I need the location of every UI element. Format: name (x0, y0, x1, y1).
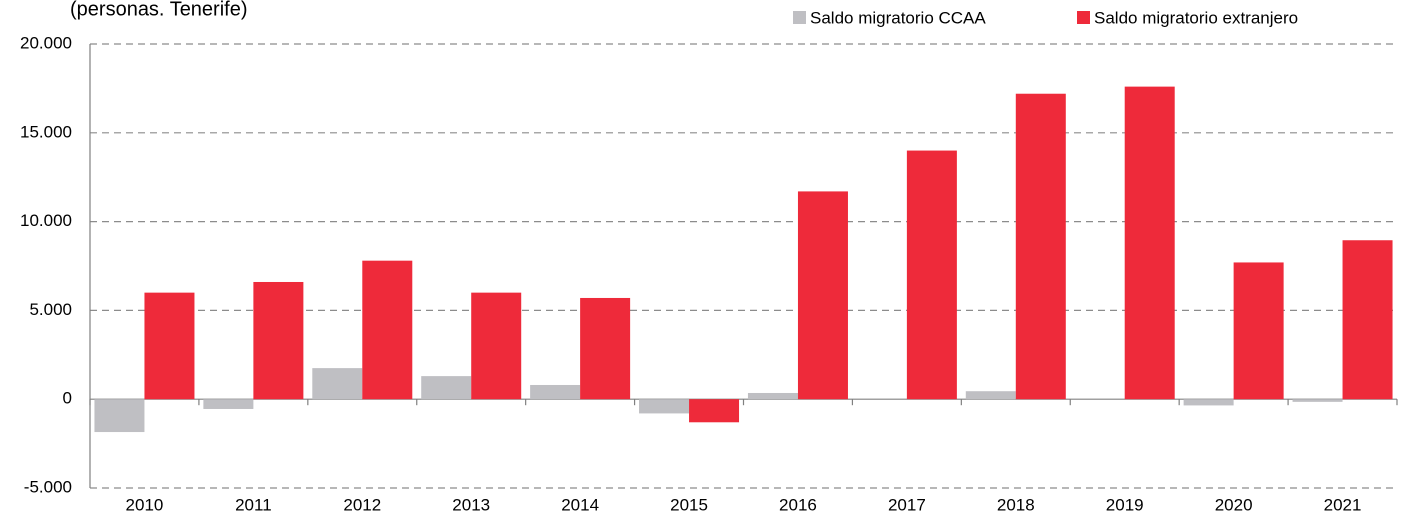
legend-swatch (793, 11, 806, 24)
y-tick-label: 5.000 (29, 300, 72, 319)
x-tick-label: 2013 (452, 495, 490, 514)
bar (203, 399, 254, 409)
bar (1292, 399, 1343, 402)
bar (94, 399, 145, 433)
legend-label: Saldo migratorio CCAA (810, 8, 986, 27)
y-tick-label: 0 (63, 389, 72, 408)
bar (1015, 93, 1066, 400)
legend-label: Saldo migratorio extranjero (1094, 8, 1298, 27)
x-tick-label: 2014 (561, 495, 599, 514)
bar (253, 281, 304, 400)
x-tick-label: 2021 (1324, 495, 1362, 514)
x-tick-label: 2016 (779, 495, 817, 514)
y-tick-label: 15.000 (20, 122, 72, 141)
y-tick-label: 20.000 (20, 33, 72, 52)
x-tick-label: 2015 (670, 495, 708, 514)
x-tick-label: 2011 (235, 495, 272, 514)
legend-swatch (1077, 11, 1090, 24)
y-tick-label: -5.000 (24, 477, 72, 496)
x-tick-label: 2017 (888, 495, 926, 514)
bar (471, 292, 522, 400)
bar (906, 150, 957, 400)
bar (639, 399, 690, 414)
bar (1183, 399, 1234, 406)
bar (1233, 262, 1284, 400)
bar (689, 399, 740, 423)
bar (312, 368, 363, 400)
bar (1342, 240, 1393, 400)
chart-subtitle: (personas. Tenerife) (70, 0, 248, 20)
x-tick-label: 2019 (1106, 495, 1144, 514)
x-tick-label: 2020 (1215, 495, 1253, 514)
x-tick-label: 2012 (343, 495, 381, 514)
bar (1124, 86, 1175, 400)
bar (530, 384, 581, 400)
bar (965, 391, 1016, 400)
bar (747, 392, 798, 400)
bar (362, 260, 413, 400)
bar (144, 292, 195, 400)
bar (421, 376, 472, 400)
bar (797, 191, 848, 400)
x-tick-label: 2010 (126, 495, 164, 514)
bar (580, 297, 631, 400)
x-tick-label: 2018 (997, 495, 1035, 514)
y-tick-label: 10.000 (20, 211, 72, 230)
